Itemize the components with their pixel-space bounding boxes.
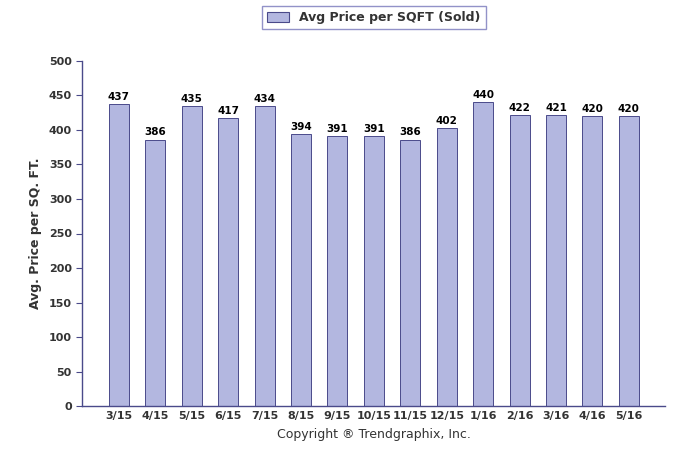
- Text: 420: 420: [618, 104, 640, 114]
- Text: 394: 394: [290, 122, 312, 132]
- Text: 434: 434: [254, 94, 276, 104]
- Bar: [327, 136, 347, 406]
- X-axis label: Copyright ® Trendgraphix, Inc.: Copyright ® Trendgraphix, Inc.: [277, 428, 471, 441]
- Y-axis label: Avg. Price per SQ. FT.: Avg. Price per SQ. FT.: [29, 158, 42, 309]
- Text: 420: 420: [582, 104, 604, 114]
- Bar: [619, 116, 639, 406]
- Text: 437: 437: [108, 92, 130, 102]
- Bar: [109, 104, 129, 406]
- Text: 421: 421: [545, 103, 567, 113]
- Bar: [255, 106, 274, 406]
- Text: 435: 435: [181, 93, 202, 104]
- Text: 402: 402: [436, 116, 458, 127]
- Bar: [218, 118, 238, 406]
- Bar: [364, 136, 384, 406]
- Bar: [182, 106, 202, 406]
- Text: 386: 386: [399, 127, 421, 137]
- Text: 391: 391: [327, 124, 348, 134]
- Text: 386: 386: [144, 127, 166, 137]
- Bar: [473, 102, 493, 406]
- Text: 417: 417: [217, 106, 239, 116]
- Text: 391: 391: [363, 124, 385, 134]
- Bar: [291, 134, 311, 406]
- Bar: [145, 140, 165, 406]
- Bar: [437, 128, 457, 406]
- Legend: Avg Price per SQFT (Sold): Avg Price per SQFT (Sold): [262, 7, 486, 29]
- Bar: [510, 114, 530, 406]
- Bar: [546, 115, 566, 406]
- Text: 440: 440: [472, 90, 494, 100]
- Bar: [582, 116, 602, 406]
- Bar: [401, 140, 421, 406]
- Text: 422: 422: [508, 103, 530, 113]
